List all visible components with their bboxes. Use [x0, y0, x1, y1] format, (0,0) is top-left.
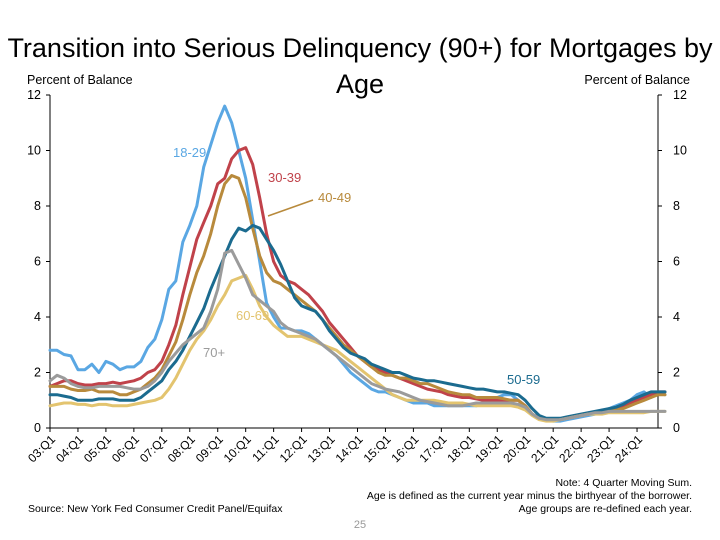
- note-line: Age is defined as the current year minus…: [366, 490, 692, 502]
- series-label-60-69: 60-69: [236, 308, 269, 323]
- y-tick-label-right: 2: [673, 366, 680, 380]
- x-tick-label: 09:Q1: [193, 432, 226, 465]
- chart-note: Note: 4 Quarter Moving Sum. Age is defin…: [367, 477, 692, 516]
- x-tick-label: 20:Q1: [500, 432, 533, 465]
- x-tick-label: 08:Q1: [165, 432, 198, 465]
- y-tick-label-right: 4: [673, 310, 680, 324]
- x-tick-label: 14:Q1: [333, 432, 366, 465]
- y-tick-label-right: 10: [673, 144, 687, 158]
- y-tick-label-right: 0: [673, 421, 680, 435]
- label-leader-line: [267, 199, 314, 217]
- y-tick-label-left: 0: [34, 421, 41, 435]
- y-tick-label-left: 10: [27, 144, 41, 158]
- note-line: Age groups are re-defined each year.: [518, 503, 692, 515]
- x-tick-label: 24:Q1: [612, 432, 645, 465]
- left-axis-title: Percent of Balance: [27, 73, 133, 87]
- x-tick-label: 03:Q1: [25, 432, 58, 465]
- y-tick-label-left: 2: [34, 366, 41, 380]
- page-number: 25: [353, 519, 367, 531]
- y-tick-label-right: 8: [673, 199, 680, 213]
- y-tick-label-left: 8: [34, 199, 41, 213]
- y-tick-label-right: 6: [673, 255, 680, 269]
- right-axis-title: Percent of Balance: [584, 73, 690, 87]
- x-tick-label: 18:Q1: [444, 432, 477, 465]
- series-line-70: [48, 248, 667, 422]
- x-tick-label: 16:Q1: [388, 432, 421, 465]
- source-note: Source: New York Fed Consumer Credit Pan…: [28, 503, 283, 515]
- y-tick-label-left: 6: [34, 255, 41, 269]
- note-line: Note: 4 Quarter Moving Sum.: [555, 477, 692, 489]
- x-tick-label: 23:Q1: [584, 432, 617, 465]
- series-line-40-49: [48, 174, 667, 422]
- chart-title: Transition into Serious Delinquency (90+…: [7, 33, 713, 99]
- x-tick-label: 15:Q1: [361, 432, 394, 465]
- x-tick-label: 22:Q1: [556, 432, 589, 465]
- y-tick-label-left: 4: [34, 310, 41, 324]
- x-tick-label: 17:Q1: [416, 432, 449, 465]
- y-tick-label-right: 12: [673, 88, 687, 102]
- series-label-18-29: 18-29: [173, 145, 206, 160]
- x-tick-label: 21:Q1: [528, 432, 561, 465]
- x-tick-label: 13:Q1: [305, 432, 338, 465]
- series-label-70: 70+: [203, 345, 225, 360]
- x-tick-label: 11:Q1: [249, 432, 282, 465]
- x-tick-label: 07:Q1: [137, 432, 170, 465]
- x-tick-label: 12:Q1: [277, 432, 310, 465]
- x-tick-label: 10:Q1: [221, 432, 254, 465]
- x-tick-label: 05:Q1: [81, 432, 114, 465]
- y-tick-label-left: 12: [27, 88, 41, 102]
- series-label-30-39: 30-39: [268, 170, 301, 185]
- series-label-40-49: 40-49: [318, 190, 351, 205]
- x-tick-label: 19:Q1: [472, 432, 505, 465]
- series-line-60-69: [48, 273, 667, 423]
- series-label-50-59: 50-59: [507, 372, 540, 387]
- x-tick-label: 04:Q1: [53, 432, 86, 465]
- x-tick-label: 06:Q1: [109, 432, 142, 465]
